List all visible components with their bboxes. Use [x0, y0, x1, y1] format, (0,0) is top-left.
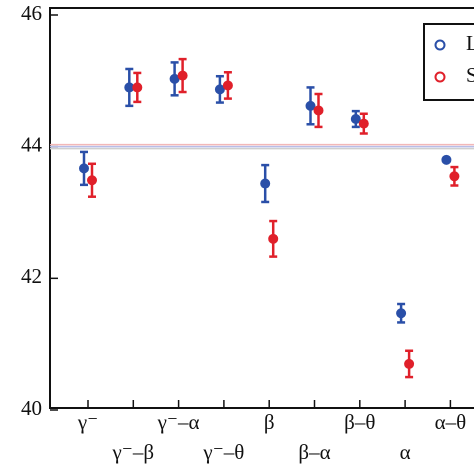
point	[396, 308, 407, 319]
point	[305, 100, 316, 111]
point	[268, 233, 279, 244]
point	[404, 358, 415, 369]
x-tick-label: α–θ	[435, 410, 467, 434]
point	[222, 80, 233, 91]
point	[214, 84, 225, 95]
x-tick-label: γ⁻–β	[112, 440, 155, 464]
x-tick-label: γ⁻–θ	[202, 440, 244, 464]
legend-marker	[434, 39, 446, 51]
x-tick-label: α	[400, 440, 411, 464]
point	[358, 118, 369, 129]
legend-box	[423, 23, 474, 101]
y-tick-label: 40	[21, 396, 42, 420]
point	[124, 82, 135, 93]
x-tick-label: γ⁻–α	[157, 410, 200, 434]
point	[169, 73, 180, 84]
point	[260, 178, 271, 189]
point	[177, 70, 188, 81]
y-tick-label: 42	[21, 264, 42, 288]
point	[350, 114, 361, 125]
legend-label: L	[466, 31, 474, 55]
x-tick-label: β–θ	[344, 410, 375, 434]
legend-marker	[434, 71, 446, 83]
point	[441, 154, 452, 165]
y-tick-label: 46	[21, 1, 42, 25]
x-tick-label: β–α	[298, 440, 330, 464]
y-tick-label: 44	[21, 132, 43, 156]
point	[449, 171, 460, 182]
legend-label: S	[466, 63, 474, 87]
plot-frame	[49, 7, 474, 409]
point	[87, 175, 97, 186]
point	[132, 82, 143, 93]
point	[313, 105, 324, 116]
x-tick-label: γ⁻	[77, 410, 98, 434]
x-tick-label: β	[264, 410, 275, 434]
point	[79, 163, 89, 174]
